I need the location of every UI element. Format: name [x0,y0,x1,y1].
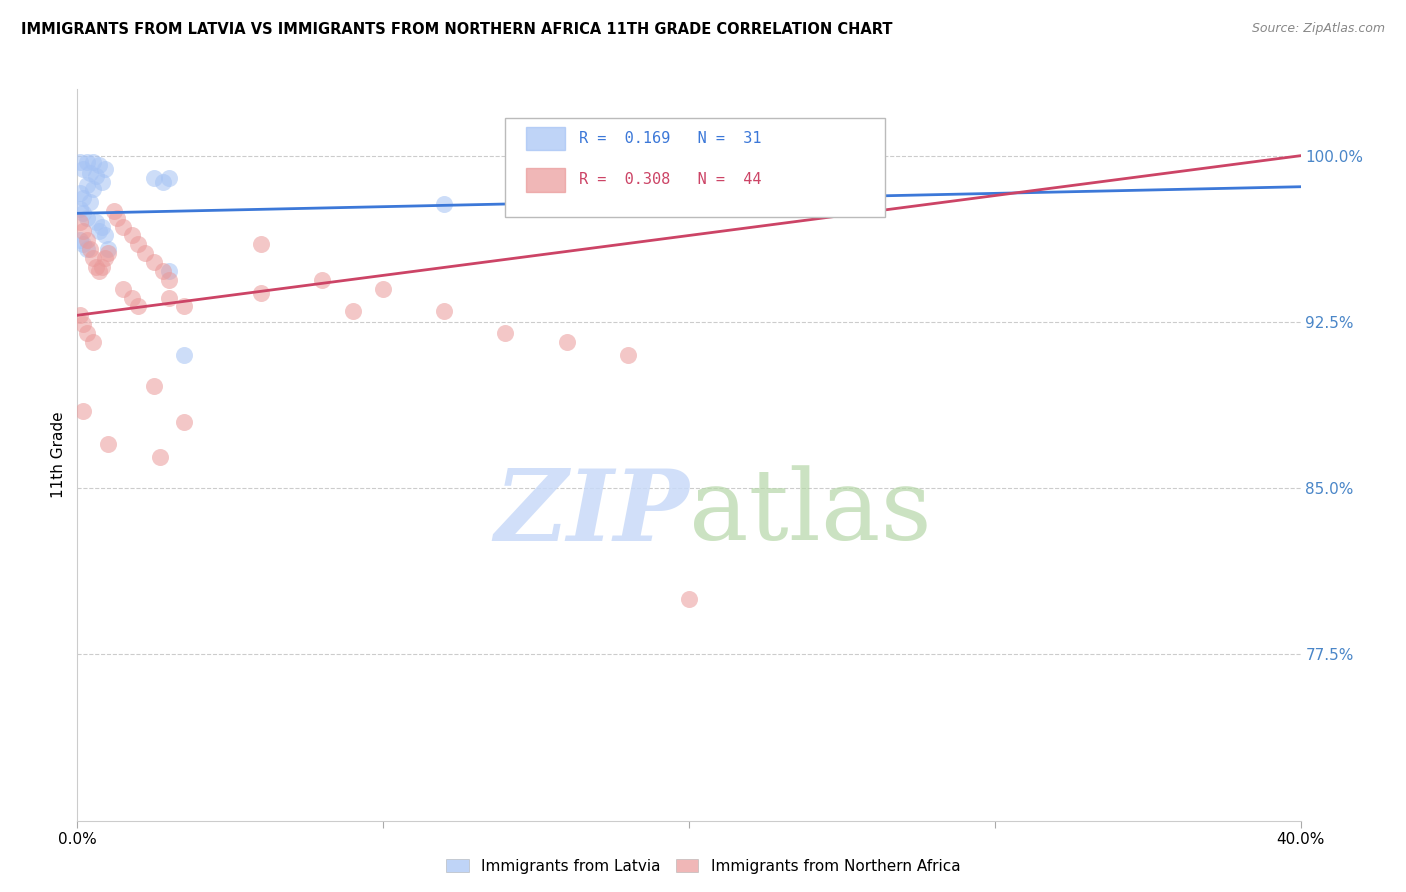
Point [79,242,101,256]
Point [72,403,94,417]
Text: IMMIGRANTS FROM LATVIA VS IMMIGRANTS FROM NORTHERN AFRICA 11TH GRADE CORRELATION: IMMIGRANTS FROM LATVIA VS IMMIGRANTS FRO… [21,22,893,37]
Point [82,155,104,169]
Point [69,215,91,229]
Point [495,326,517,340]
Point [87,157,110,171]
Point [69,155,91,169]
Point [84,215,107,229]
Text: ZIP: ZIP [494,466,689,562]
FancyBboxPatch shape [526,127,565,150]
Point [342,303,364,318]
Point [157,170,180,185]
Point [157,264,180,278]
Point [94,161,117,176]
Point [250,237,273,252]
Point [371,282,394,296]
Point [433,197,456,211]
Point [72,317,94,331]
Point [121,228,143,243]
Point [142,379,165,393]
Point [82,182,104,196]
FancyBboxPatch shape [526,169,565,192]
Point [617,348,640,362]
Point [311,273,333,287]
Point [121,291,143,305]
Point [79,166,101,180]
Point [76,233,98,247]
Point [250,286,273,301]
Point [157,273,180,287]
Point [76,155,98,169]
Point [433,303,456,318]
Point [112,282,135,296]
Point [142,170,165,185]
Point [173,415,195,429]
Point [87,224,110,238]
Point [128,237,150,252]
Point [76,211,98,225]
Point [90,260,112,274]
Point [105,211,128,225]
Point [97,246,120,260]
Point [149,450,172,464]
Point [128,300,150,314]
Point [84,169,107,183]
Point [97,437,120,451]
FancyBboxPatch shape [506,119,884,218]
Point [678,592,700,607]
Legend: Immigrants from Latvia, Immigrants from Northern Africa: Immigrants from Latvia, Immigrants from … [440,853,966,880]
Text: atlas: atlas [689,466,932,561]
Point [72,237,94,252]
Point [69,186,91,201]
Point [76,242,98,256]
Point [72,161,94,176]
Point [82,251,104,265]
Point [152,264,174,278]
Point [69,233,91,247]
Point [112,219,135,234]
Point [76,326,98,340]
Point [72,191,94,205]
Point [72,224,94,238]
Point [142,255,165,269]
Point [173,300,195,314]
Point [79,195,101,210]
Point [90,175,112,189]
Point [173,348,195,362]
Point [157,291,180,305]
Point [76,178,98,192]
Point [152,175,174,189]
Point [90,219,112,234]
Text: R =  0.169   N =  31: R = 0.169 N = 31 [579,131,762,145]
Point [84,260,107,274]
Text: Source: ZipAtlas.com: Source: ZipAtlas.com [1251,22,1385,36]
Point [94,228,117,243]
Point [87,264,110,278]
Point [72,206,94,220]
Point [69,202,91,216]
Point [69,308,91,322]
Point [103,204,125,219]
Point [82,334,104,349]
Point [97,242,120,256]
Point [94,251,117,265]
Y-axis label: 11th Grade: 11th Grade [51,411,66,499]
Text: R =  0.308   N =  44: R = 0.308 N = 44 [579,172,762,187]
Point [134,246,156,260]
Point [555,334,578,349]
